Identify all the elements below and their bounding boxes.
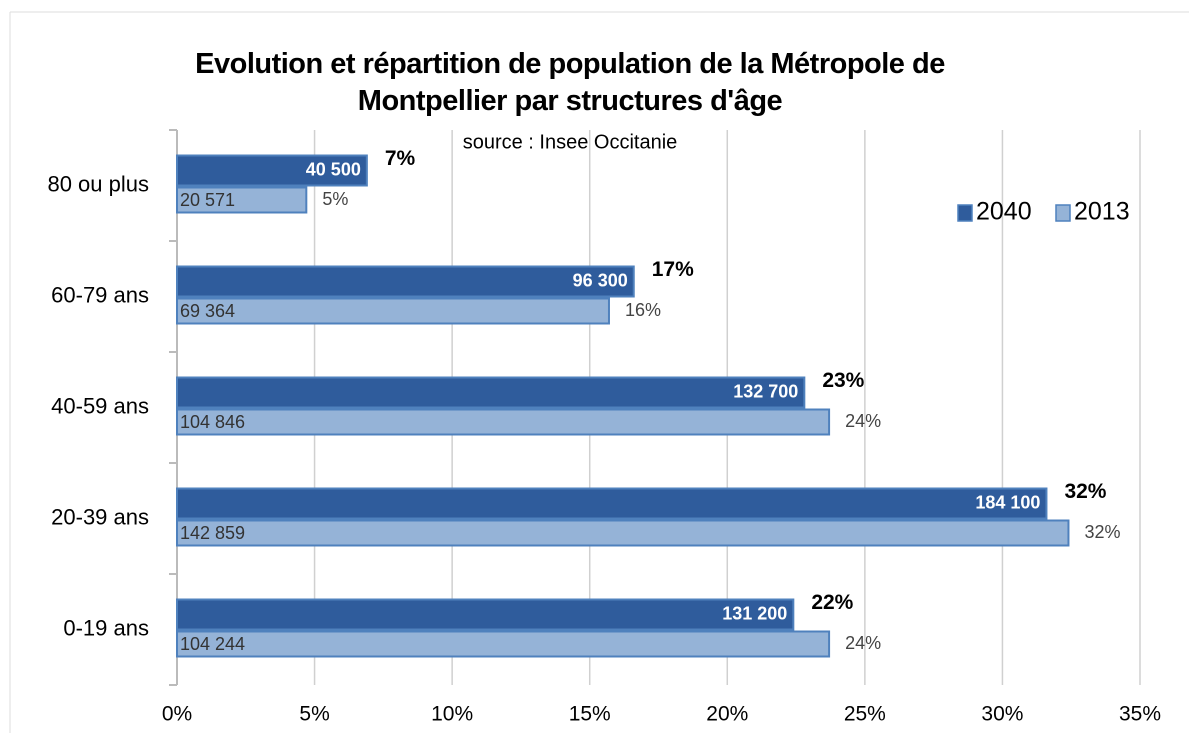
count-label: 104 244 xyxy=(180,634,245,654)
bar xyxy=(176,598,795,631)
count-label: 104 846 xyxy=(180,412,245,432)
value-label: 32% xyxy=(1064,480,1106,503)
bar xyxy=(176,154,368,187)
x-tick-label: 0% xyxy=(162,703,192,726)
x-tick-label: 30% xyxy=(981,703,1023,726)
bar xyxy=(176,297,610,325)
y-tick-label: 60-79 ans xyxy=(51,282,149,307)
bar xyxy=(176,519,1070,547)
count-label: 20 571 xyxy=(180,190,235,210)
count-label: 142 859 xyxy=(180,523,245,543)
y-tick-label: 20-39 ans xyxy=(51,504,149,529)
value-label: 17% xyxy=(652,258,694,281)
x-tick-label: 10% xyxy=(431,703,473,726)
y-tick-label: 40-59 ans xyxy=(51,393,149,418)
x-tick-label: 25% xyxy=(844,703,886,726)
bar xyxy=(176,265,635,298)
count-label: 184 100 xyxy=(975,492,1040,512)
bar xyxy=(176,630,831,658)
x-tick-label: 35% xyxy=(1119,703,1161,726)
count-label: 96 300 xyxy=(573,270,628,290)
value-label: 23% xyxy=(822,369,864,392)
legend-swatch xyxy=(1055,204,1071,222)
value-label: 32% xyxy=(1084,522,1120,542)
value-label: 24% xyxy=(845,633,881,653)
count-label: 132 700 xyxy=(733,381,798,401)
x-tick-label: 5% xyxy=(299,703,329,726)
legend-swatch xyxy=(957,204,973,222)
legend-label: 2013 xyxy=(1074,198,1130,226)
value-label: 16% xyxy=(625,300,661,320)
legend-label: 2040 xyxy=(976,198,1032,226)
chart-subtitle: source : Insee Occitanie xyxy=(463,131,678,153)
value-label: 22% xyxy=(811,591,853,614)
x-tick-label: 15% xyxy=(569,703,611,726)
bar xyxy=(176,487,1048,520)
count-label: 131 200 xyxy=(722,603,787,623)
count-label: 40 500 xyxy=(306,159,361,179)
x-tick-label: 20% xyxy=(706,703,748,726)
bar xyxy=(176,186,308,214)
count-label: 69 364 xyxy=(180,301,235,321)
y-tick-label: 0-19 ans xyxy=(63,615,149,640)
value-label: 5% xyxy=(322,189,348,209)
bar xyxy=(176,376,806,409)
chart-title: Evolution et répartition de population d… xyxy=(195,48,945,117)
y-tick-label: 80 ou plus xyxy=(47,171,149,196)
value-label: 7% xyxy=(385,147,416,170)
value-label: 24% xyxy=(845,411,881,431)
bar xyxy=(176,408,831,436)
